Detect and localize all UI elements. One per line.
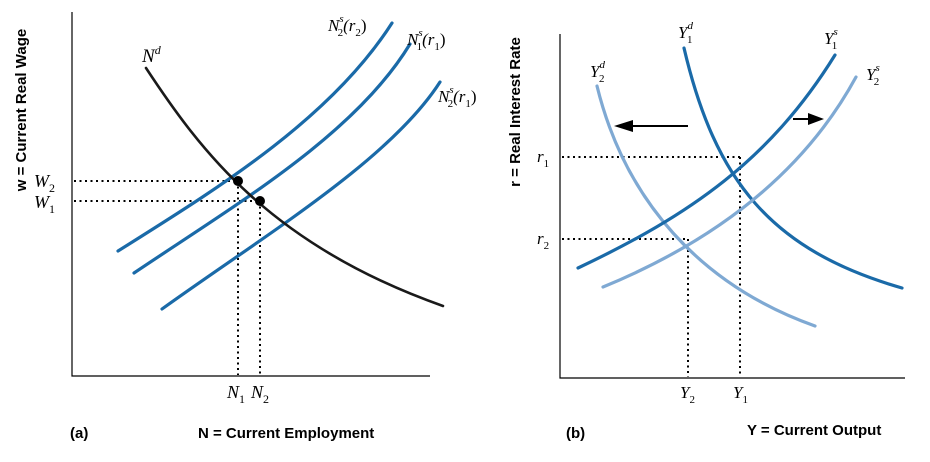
y2s-label: Ys 2 — [866, 62, 880, 88]
w1-label: W1 — [34, 192, 55, 216]
y1-label: Y1 — [733, 383, 748, 406]
ns1-r1-curve — [132, 42, 412, 275]
ns2-r1-label: Ns 2(r1) — [437, 84, 477, 110]
y1d-label: Yd 1 — [678, 20, 693, 46]
y1d-curve — [682, 46, 904, 290]
y2d-curve — [595, 84, 817, 328]
n2-label: N2 — [250, 382, 269, 406]
ns2-r1-curve — [160, 80, 442, 311]
supply-shift-right-arrow — [793, 113, 824, 125]
w2-label: W2 — [34, 171, 55, 195]
ns1-r1-label: Ns 1(r1) — [406, 27, 446, 53]
panel-b-axes — [559, 34, 905, 379]
ns2-r2-curve — [116, 21, 394, 253]
y2s-curve — [601, 75, 858, 289]
panel-a-tag: (a) — [70, 425, 88, 442]
panel-b-x-axis-label: Y = Current Output — [747, 422, 881, 439]
panel-a-y-axis-label: w = Current Real Wage — [13, 29, 30, 192]
panel-b: r = Real Interest Rate r1 r2 Y2 Y1 Yd 2 Y… — [507, 20, 905, 442]
y2-label: Y2 — [680, 383, 695, 406]
equilibrium-point-2 — [255, 196, 265, 206]
y1s-label: Ys 1 — [824, 26, 838, 52]
panel-a-axes — [71, 12, 430, 377]
panel-a-x-axis-label: N = Current Employment — [198, 425, 374, 442]
panel-b-y-axis-label: r = Real Interest Rate — [507, 37, 524, 187]
demand-shift-left-arrow — [614, 120, 688, 132]
r2-label: r2 — [537, 229, 549, 252]
r1-label: r1 — [537, 147, 549, 170]
nd-curve — [144, 66, 445, 308]
panel-a: w = Current Real Wage W2 W1 N1 N2 Nd Ns 2… — [13, 12, 477, 442]
panel-b-tag: (b) — [566, 425, 585, 442]
nd-label: Nd — [141, 43, 162, 67]
n1-label: N1 — [226, 382, 245, 406]
equilibrium-point-1 — [233, 176, 243, 186]
ns2-r2-label: Ns 2(r2) — [327, 13, 367, 39]
y1s-curve — [576, 53, 837, 270]
y2d-label: Yd 2 — [590, 59, 605, 85]
